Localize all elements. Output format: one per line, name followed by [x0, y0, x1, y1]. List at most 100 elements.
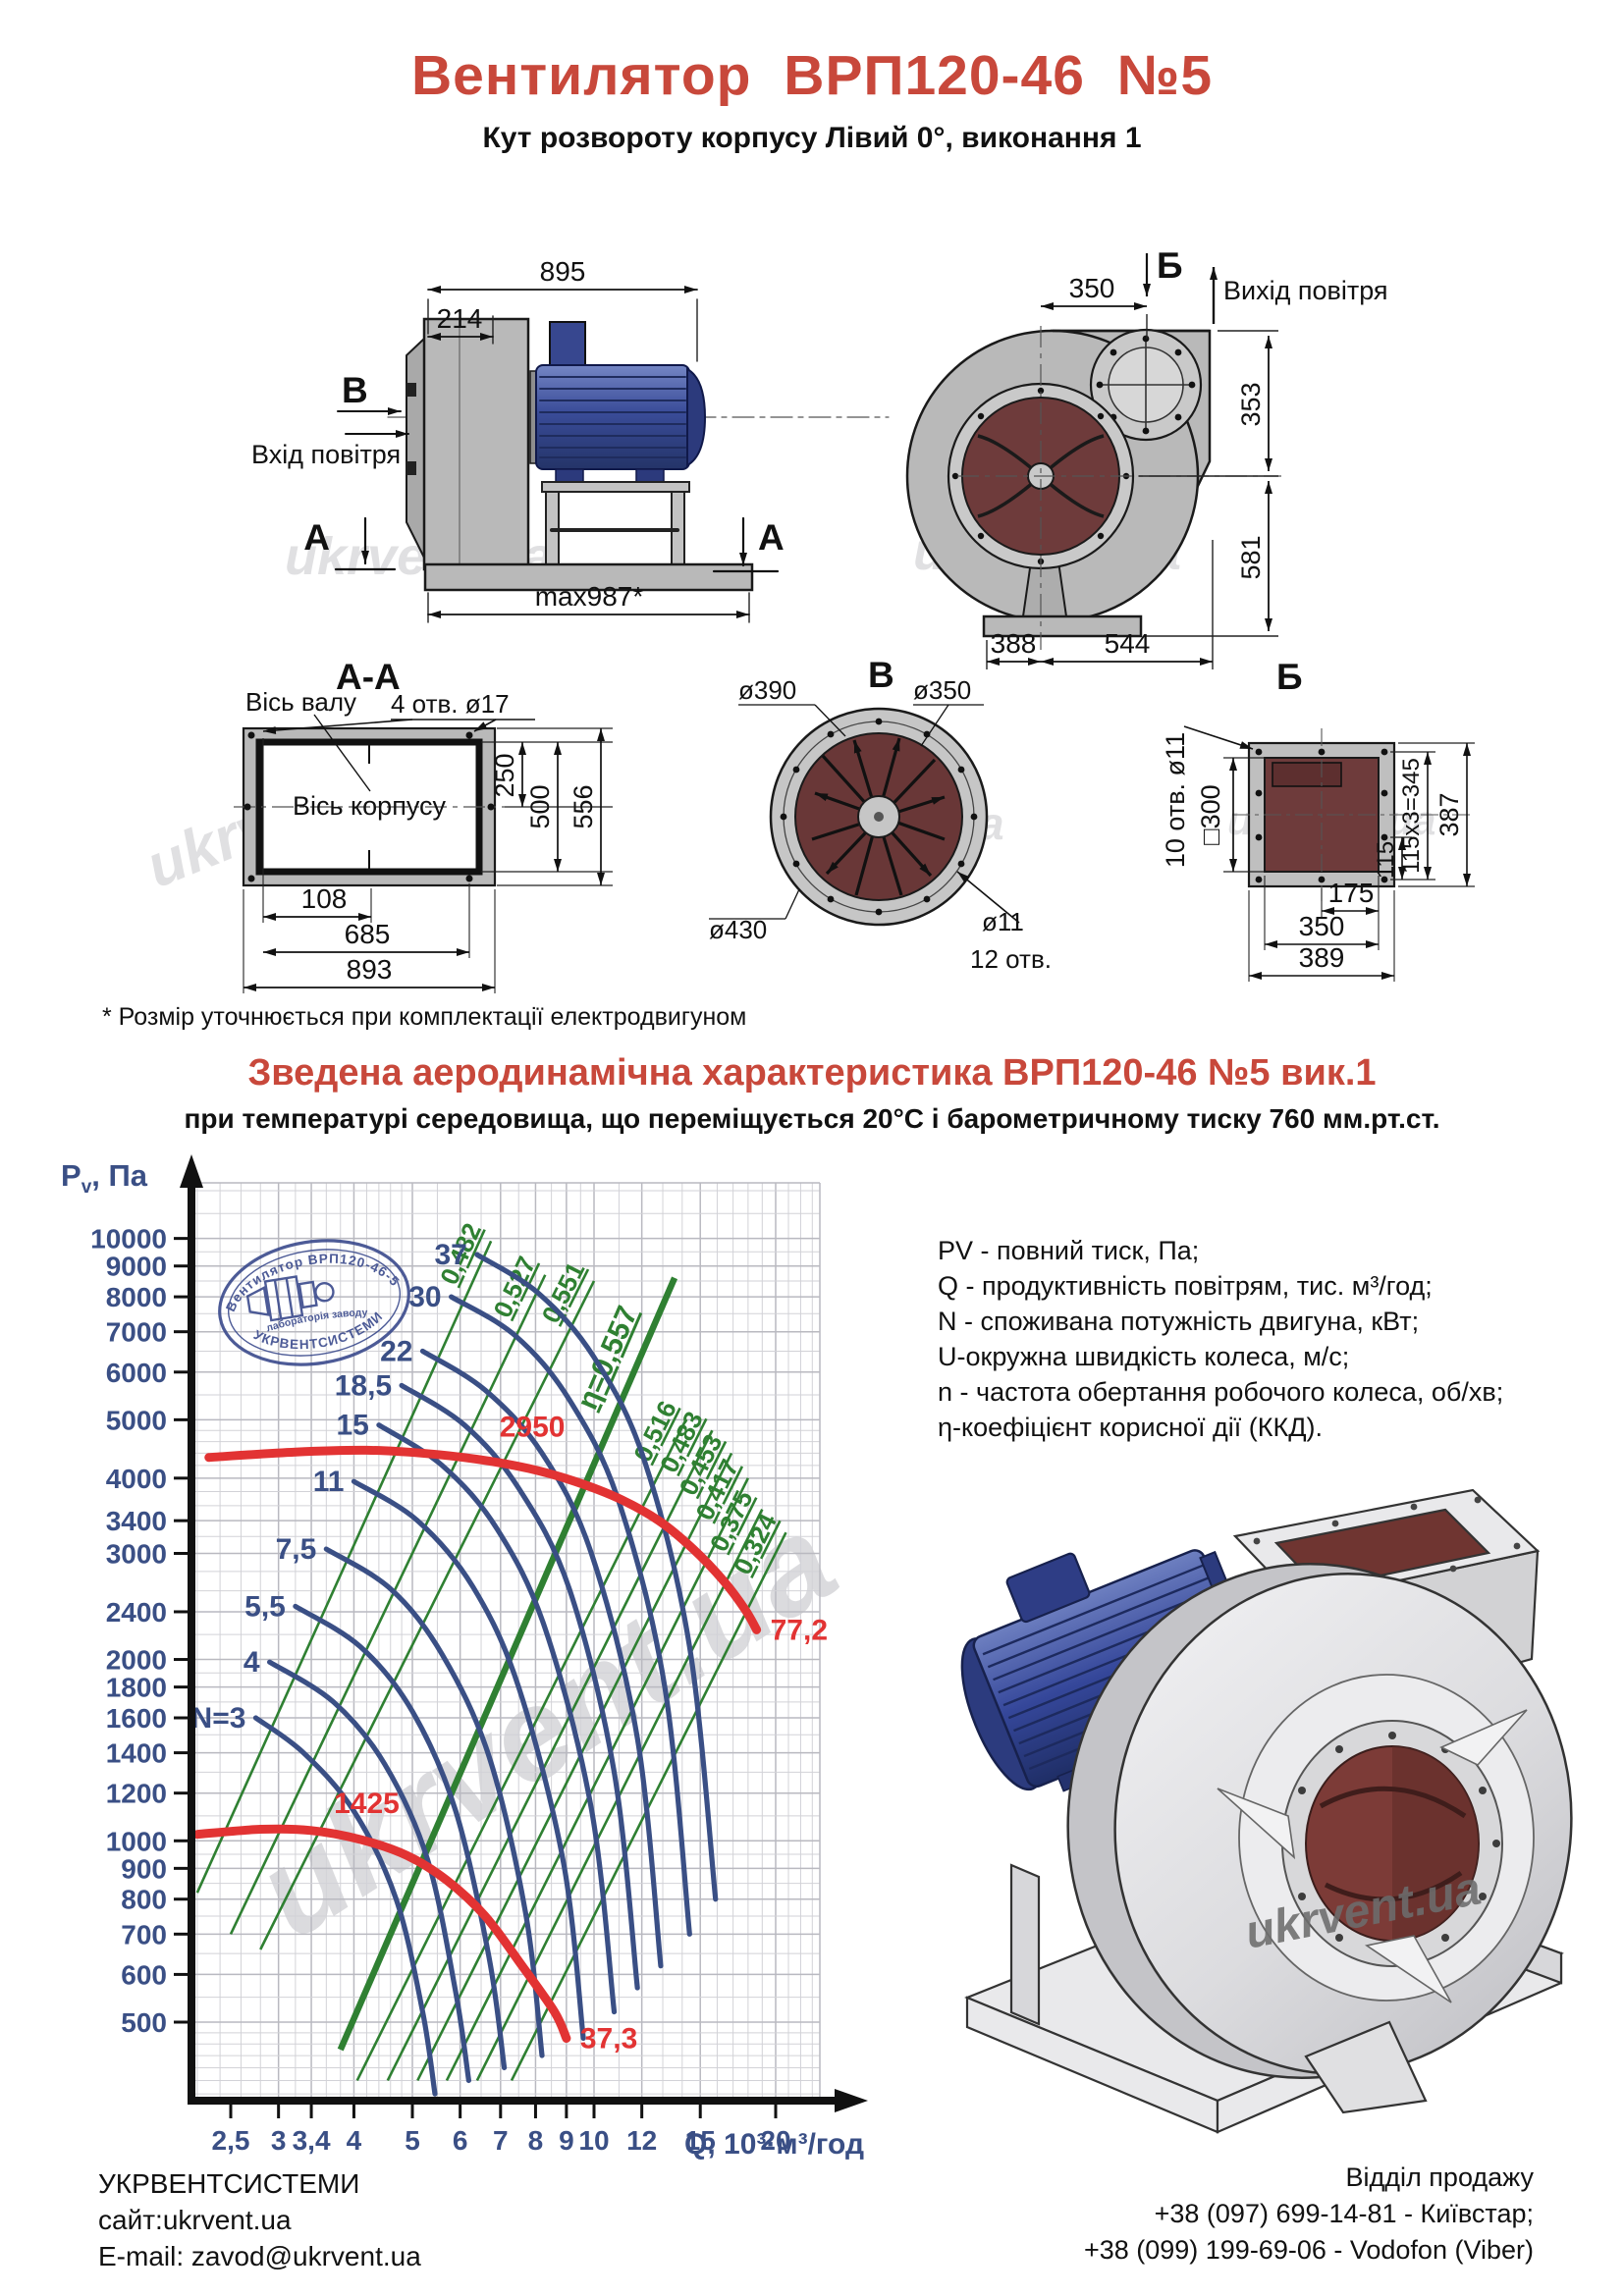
- dim-115: 115: [1373, 841, 1399, 879]
- power-curve: [293, 1603, 508, 2071]
- chart-y-axis-title: Pv, Па: [61, 1158, 148, 1199]
- view-v-title: В: [868, 655, 894, 695]
- power-curve-label: 4: [244, 1646, 260, 1679]
- holes-label: 4 отв. ø17: [391, 689, 510, 719]
- x-tick-label: 9: [559, 2125, 574, 2156]
- x-tick-label: 12: [626, 2125, 657, 2156]
- power-curve: [399, 1382, 640, 1991]
- square-300-label: □300: [1196, 784, 1225, 844]
- y-tick-label: 1800: [106, 1673, 167, 1703]
- dim-388: 388: [991, 628, 1037, 659]
- drawing-section-aa: А-А Вісь валу 4 отв. ø17 Вісь корпусу: [234, 657, 613, 993]
- view-b-title: Б: [1276, 657, 1303, 697]
- y-tick-label: 900: [121, 1853, 167, 1884]
- dim-389: 389: [1299, 942, 1345, 973]
- dim-500: 500: [525, 784, 555, 828]
- x-tick-label: 6: [453, 2125, 468, 2156]
- chart-x-axis-title: Q, 10³·м³/год: [684, 2128, 864, 2161]
- legend-line: N - споживана потужність двигуна, кВт;: [938, 1307, 1420, 1336]
- y-tick-label: 5000: [106, 1405, 167, 1435]
- dim-685: 685: [345, 919, 391, 949]
- power-curve: [351, 1478, 586, 2042]
- x-tick-label: 15: [685, 2125, 716, 2156]
- dim-115x3: 115x3=345: [1398, 758, 1425, 874]
- y-tick-label: 1200: [106, 1779, 167, 1809]
- email-link[interactable]: E-mail: zavod@ukrvent.ua: [98, 2241, 421, 2271]
- chart-axes: 2,5 3 3,4 4 5 6 7 8 9 10 12 15 205006007008009001000…: [90, 1154, 868, 2156]
- drawing-view-v: В ø390 ø350: [709, 655, 1052, 974]
- y-tick-label: 1600: [106, 1703, 167, 1734]
- holes-10-label: 10 отв. ø11: [1161, 732, 1190, 868]
- drawing-side-view: 895 214 max987* В Вхід повітря А А: [251, 256, 890, 623]
- legend-line: Q - продуктивність повітрям, тис. м³/год…: [938, 1271, 1433, 1301]
- dim-175: 175: [1328, 878, 1375, 908]
- dia-430-label: ø430: [709, 915, 767, 944]
- y-tick-label: 3400: [106, 1506, 167, 1536]
- section-heading: Зведена аеродинамічна характеристика ВРП…: [247, 1052, 1377, 1094]
- power-curve-label: 5,5: [244, 1590, 286, 1623]
- speed-curve: [204, 1445, 762, 1634]
- dim-544: 544: [1105, 628, 1151, 659]
- dim-214: 214: [437, 303, 483, 334]
- efficiency-line: [445, 1477, 750, 2082]
- power-curve: [323, 1546, 545, 2058]
- inlet-air-label: Вхід повітря: [251, 440, 401, 469]
- dim-895: 895: [540, 256, 586, 287]
- power-curve-label: 18,5: [335, 1369, 392, 1402]
- y-tick-label: 1000: [106, 1826, 167, 1856]
- power-curve-label: 7,5: [276, 1533, 317, 1566]
- power-curve-label: 30: [408, 1281, 441, 1313]
- legend-line: U-окружна швидкість колеса, м/с;: [938, 1342, 1350, 1371]
- fan-volute: ukrvent.ua: [1066, 1563, 1573, 2114]
- drawing-view-b: Б 10 отв. ø11 □300 1: [1161, 657, 1475, 982]
- chart-grid: [191, 1182, 821, 2101]
- y-tick-label: 8000: [106, 1282, 167, 1312]
- dim-350: 350: [1069, 273, 1115, 303]
- efficiency-label: η=0,557: [571, 1302, 644, 1415]
- efficiency-line: [229, 1274, 547, 1935]
- y-tick-label: 2000: [106, 1645, 167, 1676]
- y-tick-label: 4000: [106, 1464, 167, 1494]
- speed-curve: [192, 1824, 571, 2043]
- phone-kyivstar[interactable]: +38 (097) 699-14-81 - Київстар;: [1154, 2199, 1534, 2228]
- x-tick-label: 3: [271, 2125, 287, 2156]
- y-tick-label: 3000: [106, 1538, 167, 1569]
- efficiency-line: [416, 1452, 733, 2082]
- shaft-axis-label: Вісь валу: [245, 687, 356, 717]
- y-tick-label: 7000: [106, 1317, 167, 1348]
- power-curve-label: 22: [380, 1335, 412, 1367]
- y-tick-label: 1400: [106, 1738, 167, 1769]
- body-axis-label: Вісь корпусу: [293, 791, 447, 821]
- y-tick-label: 6000: [106, 1358, 167, 1388]
- y-tick-label: 2400: [106, 1597, 167, 1628]
- x-tick-label: 4: [347, 2125, 362, 2156]
- page-subtitle: Кут розвороту корпусу Лівий 0°, виконанн…: [482, 122, 1142, 154]
- page-title: Вентилятор ВРП120-46 №5: [410, 44, 1214, 107]
- dim-max987: max987*: [535, 581, 644, 612]
- y-tick-label: 800: [121, 1885, 167, 1915]
- power-curve-label: 37: [435, 1239, 467, 1271]
- power-curve-label: N=3: [191, 1702, 246, 1735]
- technical-drawings: ukrvent.ua ukrvent.ua ukrvent.ua ukrvent…: [136, 245, 1475, 993]
- company-name: УКРВЕНТСИСТЕМИ: [98, 2168, 360, 2199]
- efficiency-line: [195, 1240, 493, 1894]
- dim-556: 556: [568, 784, 598, 828]
- section-label-b: Б: [1157, 245, 1183, 286]
- drawing-volute-view: 350 Б Вихід повітря 353 581 388 544: [905, 245, 1388, 669]
- site-link[interactable]: сайт:ukrvent.ua: [98, 2205, 292, 2235]
- power-curve-label: 11: [313, 1466, 345, 1498]
- aerodynamic-chart: Вентилятор ВРП120-46-5 лабораторія завод…: [90, 1154, 868, 2156]
- phone-vodafone[interactable]: +38 (099) 199-69-06 - Vodofon (Viber): [1083, 2235, 1534, 2265]
- dim-350b: 350: [1299, 911, 1345, 941]
- section-aa-title: А-А: [336, 657, 401, 697]
- section-label-a-left: А: [303, 517, 330, 558]
- x-tick-label: 5: [405, 2125, 420, 2156]
- x-tick-label: 3,4: [293, 2125, 331, 2156]
- x-tick-label: 2,5: [212, 2125, 250, 2156]
- y-tick-label: 10000: [90, 1224, 167, 1255]
- y-tick-label: 700: [121, 1919, 167, 1949]
- footer-company: УКРВЕНТСИСТЕМИ сайт:ukrvent.ua E-mail: z…: [98, 2165, 421, 2274]
- efficiency-line: [337, 1276, 678, 2052]
- legend-line: n - частота обертання робочого колеса, о…: [938, 1377, 1504, 1407]
